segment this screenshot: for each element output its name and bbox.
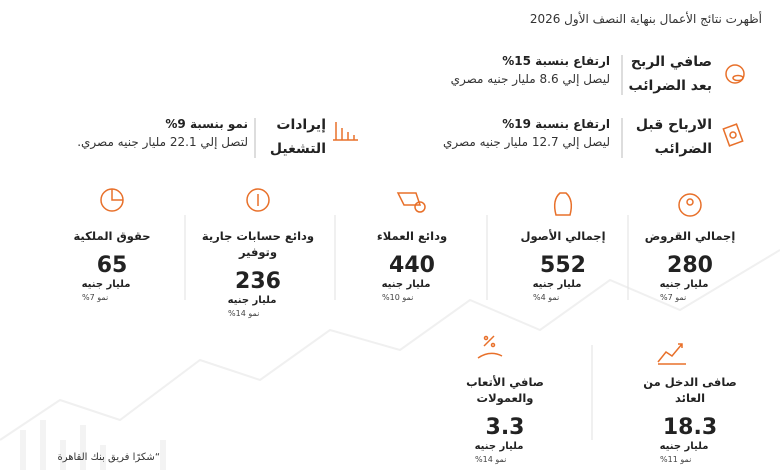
metric-unit: مليار جنيه bbox=[227, 295, 277, 306]
metric-label: إجمالي القروض bbox=[644, 229, 736, 243]
highlight-headline: ارتفاع بنسبة 15% bbox=[502, 54, 610, 68]
metric-label: ودائع العملاء bbox=[376, 229, 448, 243]
metric-growth: نمو 11% bbox=[660, 455, 692, 464]
metric-growth: نمو 7% bbox=[82, 293, 109, 302]
metric-unit: مليار جنيه bbox=[659, 441, 709, 452]
highlight-detail: لتصل إلي 22.1 مليار جنيه مصري. bbox=[77, 135, 248, 149]
metric-value: 65 bbox=[96, 253, 128, 278]
metric-label: صافى الدخل من العائد bbox=[643, 375, 737, 405]
metric-unit: مليار جنيه bbox=[381, 279, 431, 290]
metric-value: 280 bbox=[667, 253, 713, 278]
metric-label: ودائع حسابات جارية وتوفير bbox=[201, 229, 315, 259]
metric-value: 236 bbox=[235, 269, 281, 294]
metric-growth: نمو 14% bbox=[228, 309, 260, 318]
header-title: أظهرت نتائج الأعمال بنهاية النصف الأول 2… bbox=[529, 12, 762, 26]
metric-value: 440 bbox=[389, 253, 435, 278]
highlight-headline: ارتفاع بنسبة 19% bbox=[502, 117, 610, 131]
metric-unit: مليار جنيه bbox=[81, 279, 131, 290]
highlight-label: صافي الربح bbox=[630, 54, 712, 70]
metric-unit: مليار جنيه bbox=[659, 279, 709, 290]
metric-unit: مليار جنيه bbox=[532, 279, 582, 290]
metric-growth: نمو 4% bbox=[533, 293, 560, 302]
metric-unit: مليار جنيه bbox=[474, 441, 524, 452]
highlight-label: التشغيل bbox=[269, 141, 326, 157]
highlight-label: الارباح قبل bbox=[635, 117, 712, 133]
highlight-detail: ليصل إلي 8.6 مليار جنيه مصري bbox=[450, 72, 610, 86]
highlight-detail: ليصل إلي 12.7 مليار جنيه مصري bbox=[443, 135, 610, 149]
metric-label: صافي الأتعاب والعمولات bbox=[466, 375, 544, 405]
highlight-headline: نمو بنسبة 9% bbox=[165, 117, 248, 131]
metric-label: إجمالي الأصول bbox=[520, 229, 606, 243]
metric-growth: نمو 10% bbox=[382, 293, 414, 302]
highlight-label: بعد الضرائب bbox=[628, 78, 712, 94]
quote: “شكرًا فريق بنك القاهرة bbox=[57, 452, 160, 463]
metric-value: 18.3 bbox=[662, 415, 718, 440]
metric-growth: نمو 7% bbox=[660, 293, 687, 302]
highlight-label: الضرائب bbox=[654, 141, 712, 157]
metric-growth: نمو 14% bbox=[475, 455, 507, 464]
highlight-label: إيرادات bbox=[276, 117, 326, 133]
metric-value: 552 bbox=[540, 253, 586, 278]
metric-value: 3.3 bbox=[485, 415, 525, 440]
metric-label: حقوق الملكية bbox=[73, 229, 151, 243]
